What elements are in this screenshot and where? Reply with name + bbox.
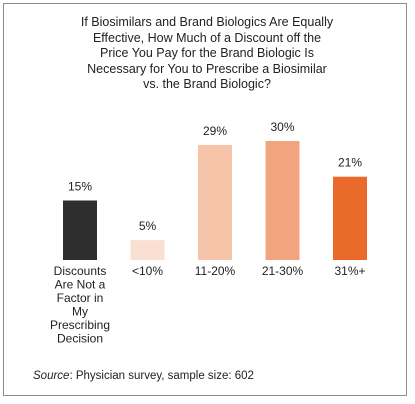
category-label-0: Discounts Are Not a Factor in My Prescribing… <box>50 264 110 346</box>
bar-2 <box>198 144 232 260</box>
data-label-3: 30% <box>270 120 294 134</box>
source-label: Source <box>33 370 70 382</box>
category-label-3: 21-30% <box>262 264 304 278</box>
category-label-2: 11-20% <box>195 264 236 278</box>
bar-1 <box>130 240 165 260</box>
chart-title: If Biosimilars and Brand Biologics Are E… <box>80 15 334 91</box>
source-text: : Physician survey, sample size: 602 <box>69 370 254 382</box>
category-label-1: <10% <box>132 264 163 278</box>
bar-3 <box>265 141 300 260</box>
bar-4 <box>333 176 367 260</box>
source-note: Source: Physician survey, sample size: 6… <box>33 370 254 382</box>
data-label-4: 21% <box>338 156 362 170</box>
data-label-0: 15% <box>68 180 92 194</box>
data-label-1: 5% <box>139 219 157 233</box>
category-label-4: 31%+ <box>334 264 365 278</box>
bar-0 <box>63 200 97 260</box>
data-label-2: 29% <box>203 124 227 138</box>
